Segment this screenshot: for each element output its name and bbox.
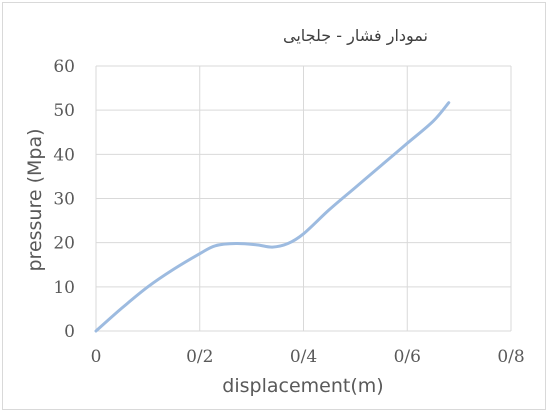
y-tick-label: 0	[64, 322, 75, 342]
line-chart: 0 10 20 30 40 50 60 0 0/2 0/4 0/6 0/8 نمودار فشار -…	[3, 3, 547, 411]
x-tick-label: 0/2	[186, 347, 213, 367]
chart-title: نمودار فشار - جلجایی	[283, 26, 428, 46]
y-tick-label: 60	[53, 57, 75, 77]
y-tick-label: 10	[53, 278, 75, 298]
gridlines	[96, 66, 511, 331]
chart-area: 0 10 20 30 40 50 60 0 0/2 0/4 0/6 0/8 نمودار فشار -…	[2, 2, 546, 410]
x-tick-label: 0/4	[290, 347, 317, 367]
y-tick-label: 50	[53, 101, 75, 121]
x-tick-label: 0/8	[497, 347, 524, 367]
y-tick-label: 40	[53, 145, 75, 165]
y-tick-label: 30	[53, 190, 75, 210]
y-axis-title: pressure (Mpa)	[24, 128, 46, 271]
axes: 0 10 20 30 40 50 60 0 0/2 0/4 0/6 0/8	[53, 57, 524, 367]
y-tick-label: 20	[53, 234, 75, 254]
x-axis-title: displacement(m)	[222, 375, 383, 397]
plot-series	[96, 103, 449, 331]
series-line-0	[96, 103, 449, 331]
x-tick-label: 0	[91, 347, 102, 367]
x-tick-label: 0/6	[394, 347, 421, 367]
